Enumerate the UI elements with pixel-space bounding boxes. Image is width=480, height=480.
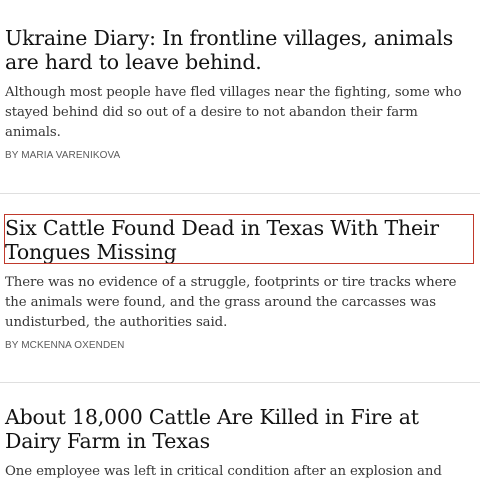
article-summary: There was no evidence of a struggle, foo… <box>5 275 457 330</box>
article-item: Six Cattle Found Dead in Texas With Thei… <box>5 216 475 352</box>
article-headline-link[interactable]: Six Cattle Found Dead in Texas With Thei… <box>5 216 439 264</box>
article-summary: One employee was left in critical condit… <box>5 464 442 479</box>
article-item: About 18,000 Cattle Are Killed in Fire a… <box>5 405 475 480</box>
article-headline-link[interactable]: About 18,000 Cattle Are Killed in Fire a… <box>5 405 419 453</box>
article-byline: By MARIA VARENIKOVA <box>5 150 121 161</box>
divider <box>0 382 480 383</box>
article-byline: By MCKENNA OXENDEN <box>5 340 125 351</box>
divider <box>0 193 480 194</box>
article-headline-link[interactable]: Ukraine Diary: In frontline villages, an… <box>5 26 454 74</box>
article-summary: Although most people have fled villages … <box>5 85 462 140</box>
article-item: Ukraine Diary: In frontline villages, an… <box>5 26 475 162</box>
